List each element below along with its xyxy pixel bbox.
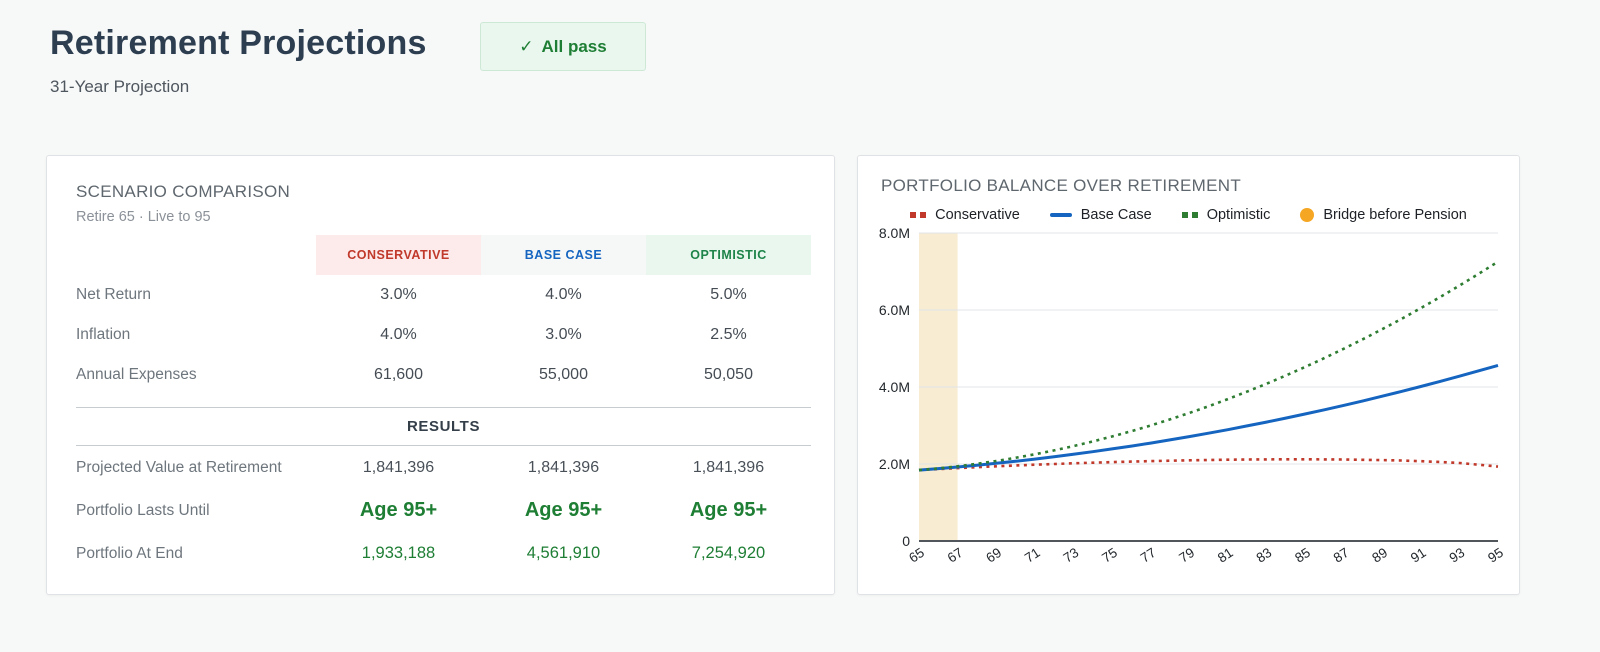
circle-marker-icon — [1300, 208, 1315, 222]
scenario-table-header-row: CONSERVATIVE BASE CASE OPTIMISTIC — [76, 235, 811, 275]
row-value: Age 95+ — [689, 499, 768, 521]
x-tick-label: 67 — [945, 545, 966, 566]
chart-legend: Conservative Base Case Optimistic Bridge be… — [858, 207, 1519, 223]
legend-label: Conservative — [935, 207, 1020, 223]
series-line-conservative — [918, 458, 1499, 472]
x-tick-label: 81 — [1215, 545, 1236, 566]
table-row: Projected Value at Retirement 1,841,396 1,… — [76, 446, 811, 489]
row-label: Inflation — [76, 326, 131, 343]
legend-item-bridge-before-pension[interactable]: Bridge before Pension — [1300, 207, 1467, 223]
x-tick-label: 73 — [1061, 545, 1082, 566]
table-row: Portfolio Lasts Until Age 95+ Age 95+ Age 9… — [76, 489, 811, 532]
chart-title: PORTFOLIO BALANCE OVER RETIREMENT — [881, 176, 1242, 195]
series-line-optimistic — [918, 260, 1499, 472]
row-label: Net Return — [76, 286, 151, 303]
x-tick-label: 79 — [1176, 545, 1197, 566]
row-value: 4,561,910 — [526, 544, 601, 562]
row-label: Projected Value at Retirement — [76, 458, 282, 476]
portfolio-chart-card: PORTFOLIO BALANCE OVER RETIREMENT Conser… — [857, 155, 1520, 595]
legend-label: Base Case — [1080, 207, 1152, 223]
y-tick-label: 6.0M — [879, 302, 910, 318]
table-row: Inflation 4.0% 3.0% 2.5% — [76, 315, 811, 355]
page-title: Retirement Projections — [50, 24, 427, 62]
x-tick-label: 69 — [983, 545, 1004, 566]
dashes-marker-icon — [910, 212, 927, 218]
row-value: 61,600 — [374, 366, 423, 383]
x-tick-label: 91 — [1408, 545, 1429, 566]
y-tick-label: 0 — [902, 533, 910, 549]
row-value: 3.0% — [545, 326, 582, 343]
x-tick-label: 71 — [1022, 545, 1043, 566]
legend-label: Bridge before Pension — [1323, 207, 1467, 223]
y-tick-label: 4.0M — [879, 379, 910, 395]
column-header-base-case: BASE CASE — [481, 235, 646, 275]
line-marker-icon — [1049, 213, 1072, 217]
legend-label: Optimistic — [1206, 207, 1271, 223]
portfolio-balance-chart: 0 2.0M 4.0M 6.0M 8.0M 65 67 69 71 73 75 77 79 81 83 85 8… — [879, 226, 1506, 566]
scenario-comparison-card: SCENARIO COMPARISON Retire 65 · Live to … — [46, 155, 835, 595]
series-line-base-case — [918, 363, 1499, 472]
page-subtitle: 31-Year Projection — [50, 77, 190, 96]
x-tick-label: 75 — [1099, 545, 1120, 566]
y-tick-label: 8.0M — [879, 226, 910, 241]
row-value: 1,841,396 — [527, 458, 600, 476]
row-value: 55,000 — [539, 366, 588, 383]
legend-item-conservative[interactable]: Conservative — [910, 207, 1020, 223]
x-tick-label: 89 — [1369, 545, 1390, 566]
row-label: Annual Expenses — [76, 366, 197, 383]
row-value: 2.5% — [710, 326, 747, 343]
x-tick-label: 85 — [1292, 545, 1313, 566]
legend-item-base-case[interactable]: Base Case — [1049, 207, 1152, 223]
row-value: 5.0% — [710, 286, 747, 303]
column-header-conservative: CONSERVATIVE — [316, 235, 481, 275]
row-value: 4.0% — [545, 286, 582, 303]
table-row: Net Return 3.0% 4.0% 5.0% — [76, 275, 811, 315]
row-value: Age 95+ — [359, 499, 438, 521]
row-value: 50,050 — [704, 366, 753, 383]
row-label: Portfolio Lasts Until — [76, 501, 210, 519]
y-tick-label: 2.0M — [879, 456, 910, 472]
row-value: 1,933,188 — [361, 544, 436, 562]
row-value: 3.0% — [380, 286, 417, 303]
row-value: 4.0% — [380, 326, 417, 343]
row-label: Portfolio At End — [76, 544, 183, 562]
scenario-card-title: SCENARIO COMPARISON — [76, 182, 291, 201]
legend-item-optimistic[interactable]: Optimistic — [1181, 207, 1271, 223]
scenario-card-subtitle: Retire 65 · Live to 95 — [76, 209, 211, 225]
scenario-table: CONSERVATIVE BASE CASE OPTIMISTIC Net Retu… — [76, 235, 811, 575]
row-value: 1,841,396 — [362, 458, 435, 476]
column-header-optimistic: OPTIMISTIC — [646, 235, 811, 275]
x-tick-label: 77 — [1138, 545, 1159, 566]
row-value: Age 95+ — [524, 499, 603, 521]
status-badge-all-pass: ✓ All pass — [480, 22, 646, 71]
table-row: Annual Expenses 61,600 55,000 50,050 — [76, 355, 811, 395]
x-tick-label: 83 — [1254, 545, 1275, 566]
status-badge-label: All pass — [541, 36, 607, 56]
table-row: Portfolio At End 1,933,188 4,561,910 7,254,… — [76, 532, 811, 575]
row-value: 1,841,396 — [692, 458, 765, 476]
dashes-marker-icon — [1181, 212, 1198, 218]
row-value: 7,254,920 — [691, 544, 766, 562]
x-tick-label: 65 — [906, 545, 927, 566]
check-icon: ✓ — [519, 36, 534, 56]
x-tick-label: 93 — [1447, 545, 1468, 566]
x-tick-label: 87 — [1331, 545, 1352, 566]
x-tick-label: 95 — [1485, 545, 1506, 566]
results-section-heading: RESULTS — [76, 407, 811, 446]
